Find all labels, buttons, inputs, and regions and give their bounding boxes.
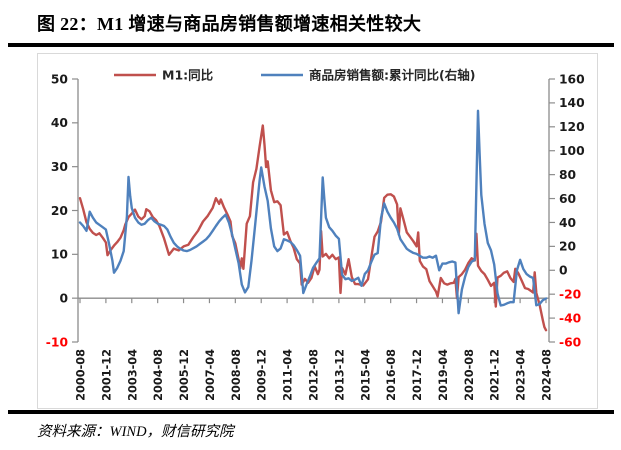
x-axis-tick-label: 2000-08	[75, 349, 88, 401]
right-axis-tick-label: 0	[559, 264, 568, 278]
x-axis-tick-label: 2003-04	[126, 349, 139, 401]
x-axis-tick-label: 2017-12	[411, 349, 424, 401]
legend-label-housing-sales: 商品房销售额:累计同比(右轴)	[309, 68, 475, 83]
legend-label-m1: M1:同比	[162, 68, 214, 83]
x-axis-tick-label: 2011-04	[282, 349, 295, 401]
right-axis-tick-label: 20	[559, 240, 576, 254]
x-axis-tick-label: 2021-12	[489, 349, 502, 401]
right-axis-tick-label: -60	[559, 335, 581, 349]
left-axis-tick-label: 30	[51, 160, 68, 174]
right-axis-tick-label: 60	[559, 192, 576, 206]
left-axis-tick-label: 10	[51, 248, 68, 262]
right-axis-tick-label: 160	[559, 72, 585, 86]
source-note: 资料来源：WIND，财信研究院	[37, 424, 234, 440]
right-axis-tick-label: 140	[559, 96, 585, 110]
left-axis-tick-label: 40	[51, 116, 68, 130]
right-axis-tick-label: 80	[559, 168, 576, 182]
x-axis-tick-label: 2001-12	[100, 349, 113, 401]
x-axis-tick-label: 2005-12	[178, 349, 191, 401]
figure-title: 图 22：M1 增速与商品房销售额增速相关性较大	[37, 14, 422, 34]
left-axis-tick-label: 20	[51, 204, 68, 218]
series-layer	[78, 109, 548, 332]
bottom-divider-rule	[8, 410, 614, 414]
x-axis-tick-label: 2004-08	[152, 349, 165, 401]
x-axis-tick-label: 2008-08	[230, 349, 243, 401]
x-axis-tick-label: 2007-04	[204, 349, 217, 401]
x-axis-tick-label: 2016-08	[385, 349, 398, 401]
right-axis-tick-label: 100	[559, 144, 585, 158]
right-axis-tick-label: -40	[559, 311, 581, 325]
x-axis-tick-label: 2015-04	[359, 349, 372, 401]
x-axis-tick-label: 2013-12	[333, 349, 346, 401]
left-axis-tick-label: -10	[46, 335, 68, 349]
x-axis-tick-label: 2020-08	[463, 349, 476, 401]
axes-layer: 50403020100-10160140120100806040200-20-4…	[46, 72, 585, 401]
right-axis-tick-label: 40	[559, 216, 576, 230]
x-axis-tick-label: 2012-08	[308, 349, 321, 401]
x-axis-tick-label: 2023-04	[515, 349, 528, 401]
right-axis-tick-label: 120	[559, 120, 585, 134]
right-axis-tick-label: -20	[559, 287, 581, 301]
figure-border-box	[37, 53, 598, 409]
housing-sales-yoy-series-line	[78, 109, 548, 315]
left-axis-tick-label: 50	[51, 72, 68, 86]
x-axis-tick-label: 2009-12	[256, 349, 269, 401]
x-axis-tick-label: 2019-04	[437, 349, 450, 401]
top-divider-rule	[8, 43, 614, 47]
left-axis-tick-label: 0	[59, 291, 68, 305]
chart-legend: M1:同比 商品房销售额:累计同比(右轴)	[114, 68, 475, 83]
x-axis-tick-label: 2024-08	[541, 349, 554, 401]
